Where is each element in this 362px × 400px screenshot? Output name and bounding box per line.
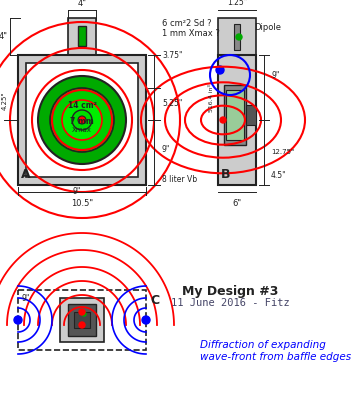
Text: 9": 9" bbox=[73, 187, 81, 196]
Polygon shape bbox=[226, 90, 244, 140]
Text: C: C bbox=[150, 294, 159, 307]
Text: 1.25": 1.25" bbox=[227, 0, 247, 7]
Text: 4.25": 4.25" bbox=[2, 91, 8, 110]
Text: 4": 4" bbox=[0, 32, 8, 41]
Circle shape bbox=[82, 312, 86, 316]
Circle shape bbox=[79, 322, 85, 328]
Text: A: A bbox=[21, 168, 31, 181]
Text: 7 mm: 7 mm bbox=[70, 118, 94, 126]
Bar bbox=[234, 24, 240, 50]
Circle shape bbox=[79, 309, 85, 315]
Bar bbox=[60, 298, 104, 342]
Bar bbox=[218, 55, 256, 185]
Text: Dipole: Dipole bbox=[254, 24, 281, 32]
Circle shape bbox=[236, 34, 242, 40]
Text: 14 cm²: 14 cm² bbox=[67, 102, 97, 110]
Text: 12.75": 12.75" bbox=[271, 150, 294, 156]
Circle shape bbox=[38, 76, 126, 164]
Text: 4.5": 4.5" bbox=[271, 170, 287, 180]
Circle shape bbox=[62, 100, 102, 140]
Bar bbox=[246, 105, 256, 125]
Bar bbox=[218, 18, 256, 56]
Text: B: B bbox=[221, 168, 231, 181]
Text: 6 cm²2 Sd ?: 6 cm²2 Sd ? bbox=[162, 20, 212, 28]
Bar bbox=[18, 290, 146, 350]
Circle shape bbox=[78, 116, 86, 124]
Text: 1 mm Xmax ?: 1 mm Xmax ? bbox=[162, 30, 220, 38]
Circle shape bbox=[72, 110, 92, 130]
Text: 10.5": 10.5" bbox=[71, 199, 93, 208]
Text: 9": 9" bbox=[271, 70, 279, 80]
Bar bbox=[26, 63, 138, 177]
Text: 11 June 2016 - Fitz: 11 June 2016 - Fitz bbox=[171, 298, 289, 308]
Circle shape bbox=[14, 316, 22, 324]
Text: 6": 6" bbox=[232, 199, 241, 208]
Text: Xmax: Xmax bbox=[72, 127, 92, 133]
Text: 5.25": 5.25" bbox=[162, 99, 182, 108]
Text: 8 liter Vb: 8 liter Vb bbox=[162, 176, 197, 184]
Bar bbox=[68, 304, 96, 336]
Circle shape bbox=[216, 66, 224, 74]
Text: My Design #3: My Design #3 bbox=[182, 285, 278, 298]
Circle shape bbox=[50, 88, 114, 152]
Circle shape bbox=[142, 316, 150, 324]
Text: 9": 9" bbox=[22, 294, 30, 303]
Bar bbox=[78, 26, 86, 46]
Bar bbox=[224, 85, 246, 145]
Text: 4": 4" bbox=[77, 0, 87, 8]
Text: 516.4 in³: 516.4 in³ bbox=[209, 84, 214, 112]
Text: 9": 9" bbox=[162, 145, 171, 154]
Text: Diffraction of expanding
wave-front from baffle edges: Diffraction of expanding wave-front from… bbox=[200, 340, 351, 362]
Bar bbox=[74, 312, 90, 328]
Bar bbox=[68, 18, 96, 56]
Bar bbox=[18, 55, 146, 185]
Circle shape bbox=[220, 117, 226, 123]
Text: 3.75": 3.75" bbox=[162, 50, 182, 60]
